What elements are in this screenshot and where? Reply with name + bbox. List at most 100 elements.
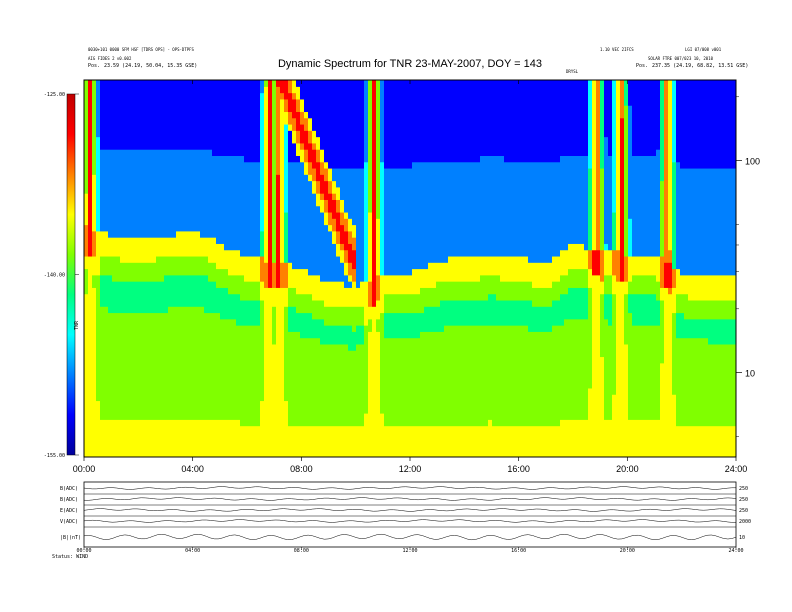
spectrum-cell — [384, 155, 389, 163]
spectrum-cell — [244, 293, 249, 301]
spectrum-cell — [84, 381, 89, 389]
spectrum-cell — [380, 199, 385, 207]
spectrum-cell — [124, 356, 129, 364]
spectrum-cell — [360, 287, 365, 295]
spectrum-cell — [132, 293, 137, 301]
spectrum-cell — [260, 337, 265, 345]
spectrum-cell — [332, 281, 337, 288]
spectrum-cell — [172, 438, 177, 446]
spectrum-cell — [240, 413, 245, 420]
spectrum-cell — [156, 343, 161, 351]
spectrum-cell — [92, 406, 97, 414]
spectrum-cell — [284, 274, 289, 282]
spectrum-cell — [308, 343, 313, 351]
spectrum-cell — [348, 387, 353, 395]
spectrum-cell — [188, 255, 193, 263]
spectrum-cell — [144, 293, 149, 301]
spectrum-cell — [376, 268, 381, 276]
spectrum-cell — [384, 105, 389, 113]
spectrum-cell — [156, 130, 161, 138]
spectrum-cell — [280, 111, 285, 119]
spectrum-cell — [128, 105, 133, 113]
spectrum-cell — [364, 161, 369, 169]
spectrum-cell — [236, 142, 241, 150]
spectrum-cell — [372, 281, 377, 288]
spectrum-cell — [104, 350, 109, 358]
spectrum-cell — [320, 450, 325, 457]
spectrum-cell — [360, 281, 365, 288]
spectrum-cell — [220, 287, 225, 295]
spectrum-cell — [284, 180, 289, 188]
spectrum-cell — [224, 444, 229, 452]
spectrum-cell — [352, 218, 357, 226]
spectrum-cell — [128, 211, 133, 219]
spectrum-cell — [348, 136, 353, 144]
spectrum-cell — [332, 262, 337, 270]
spectrum-cell — [348, 337, 353, 345]
spectrum-cell — [100, 350, 105, 358]
spectrum-cell — [128, 419, 133, 427]
spectrum-cell — [400, 186, 405, 194]
spectrum-cell — [240, 331, 245, 339]
spectrum-cell — [356, 406, 361, 414]
spectrum-cell — [220, 142, 225, 150]
spectrum-cell — [196, 199, 201, 207]
spectrum-cell — [128, 186, 133, 194]
spectrum-cell — [340, 167, 345, 175]
spectrum-cell — [256, 262, 261, 270]
spectrum-cell — [216, 343, 221, 351]
spectrum-cell — [296, 343, 301, 351]
spectrum-cell — [96, 224, 101, 232]
spectrum-cell — [240, 419, 245, 427]
spectrum-cell — [240, 318, 245, 326]
spectrum-cell — [212, 343, 217, 351]
spectrum-cell — [392, 199, 397, 207]
spectrum-cell — [220, 167, 225, 175]
spectrum-cell — [92, 375, 97, 383]
spectrum-cell — [404, 92, 409, 100]
spectrum-cell — [180, 413, 185, 420]
spectrum-cell — [408, 425, 413, 433]
spectrum-cell — [340, 111, 345, 119]
spectrum-cell — [136, 444, 141, 452]
spectrum-cell — [368, 325, 373, 332]
spectrum-cell — [364, 362, 369, 370]
spectrum-cell — [404, 425, 409, 433]
spectrum-cell — [408, 331, 413, 339]
spectrum-cell — [328, 362, 333, 370]
spectrum-cell — [340, 450, 345, 457]
spectrum-cell — [160, 438, 165, 446]
spectrum-cell — [344, 136, 349, 144]
spectrum-cell — [408, 312, 413, 320]
spectrum-cell — [200, 180, 205, 188]
spectrum-cell — [376, 111, 381, 119]
spectrum-cell — [192, 356, 197, 364]
spectrum-cell — [128, 243, 133, 251]
spectrum-cell — [108, 318, 113, 326]
spectrum-cell — [132, 419, 137, 427]
spectrum-cell — [244, 413, 249, 420]
spectrum-cell — [380, 249, 385, 257]
spectrum-cell — [344, 262, 349, 270]
spectrum-cell — [160, 274, 165, 282]
spectrum-cell — [208, 186, 213, 194]
spectrum-cell — [212, 268, 217, 276]
spectrum-cell — [100, 425, 105, 433]
spectrum-cell — [400, 425, 405, 433]
spectrum-cell — [124, 369, 129, 376]
spectrum-cell — [352, 230, 357, 238]
spectrum-cell — [284, 155, 289, 163]
spectrum-cell — [212, 249, 217, 257]
spectrum-cell — [400, 369, 405, 376]
spectrum-cell — [92, 431, 97, 439]
spectrum-cell — [372, 375, 377, 383]
spectrum-cell — [100, 130, 105, 138]
spectrum-cell — [236, 268, 241, 276]
spectrum-cell — [104, 80, 109, 87]
spectrum-cell — [196, 268, 201, 276]
spectrum-cell — [204, 413, 209, 420]
spectrum-cell — [316, 186, 321, 194]
spectrum-cell — [188, 130, 193, 138]
spectrum-cell — [308, 123, 313, 131]
spectrum-cell — [260, 262, 265, 270]
